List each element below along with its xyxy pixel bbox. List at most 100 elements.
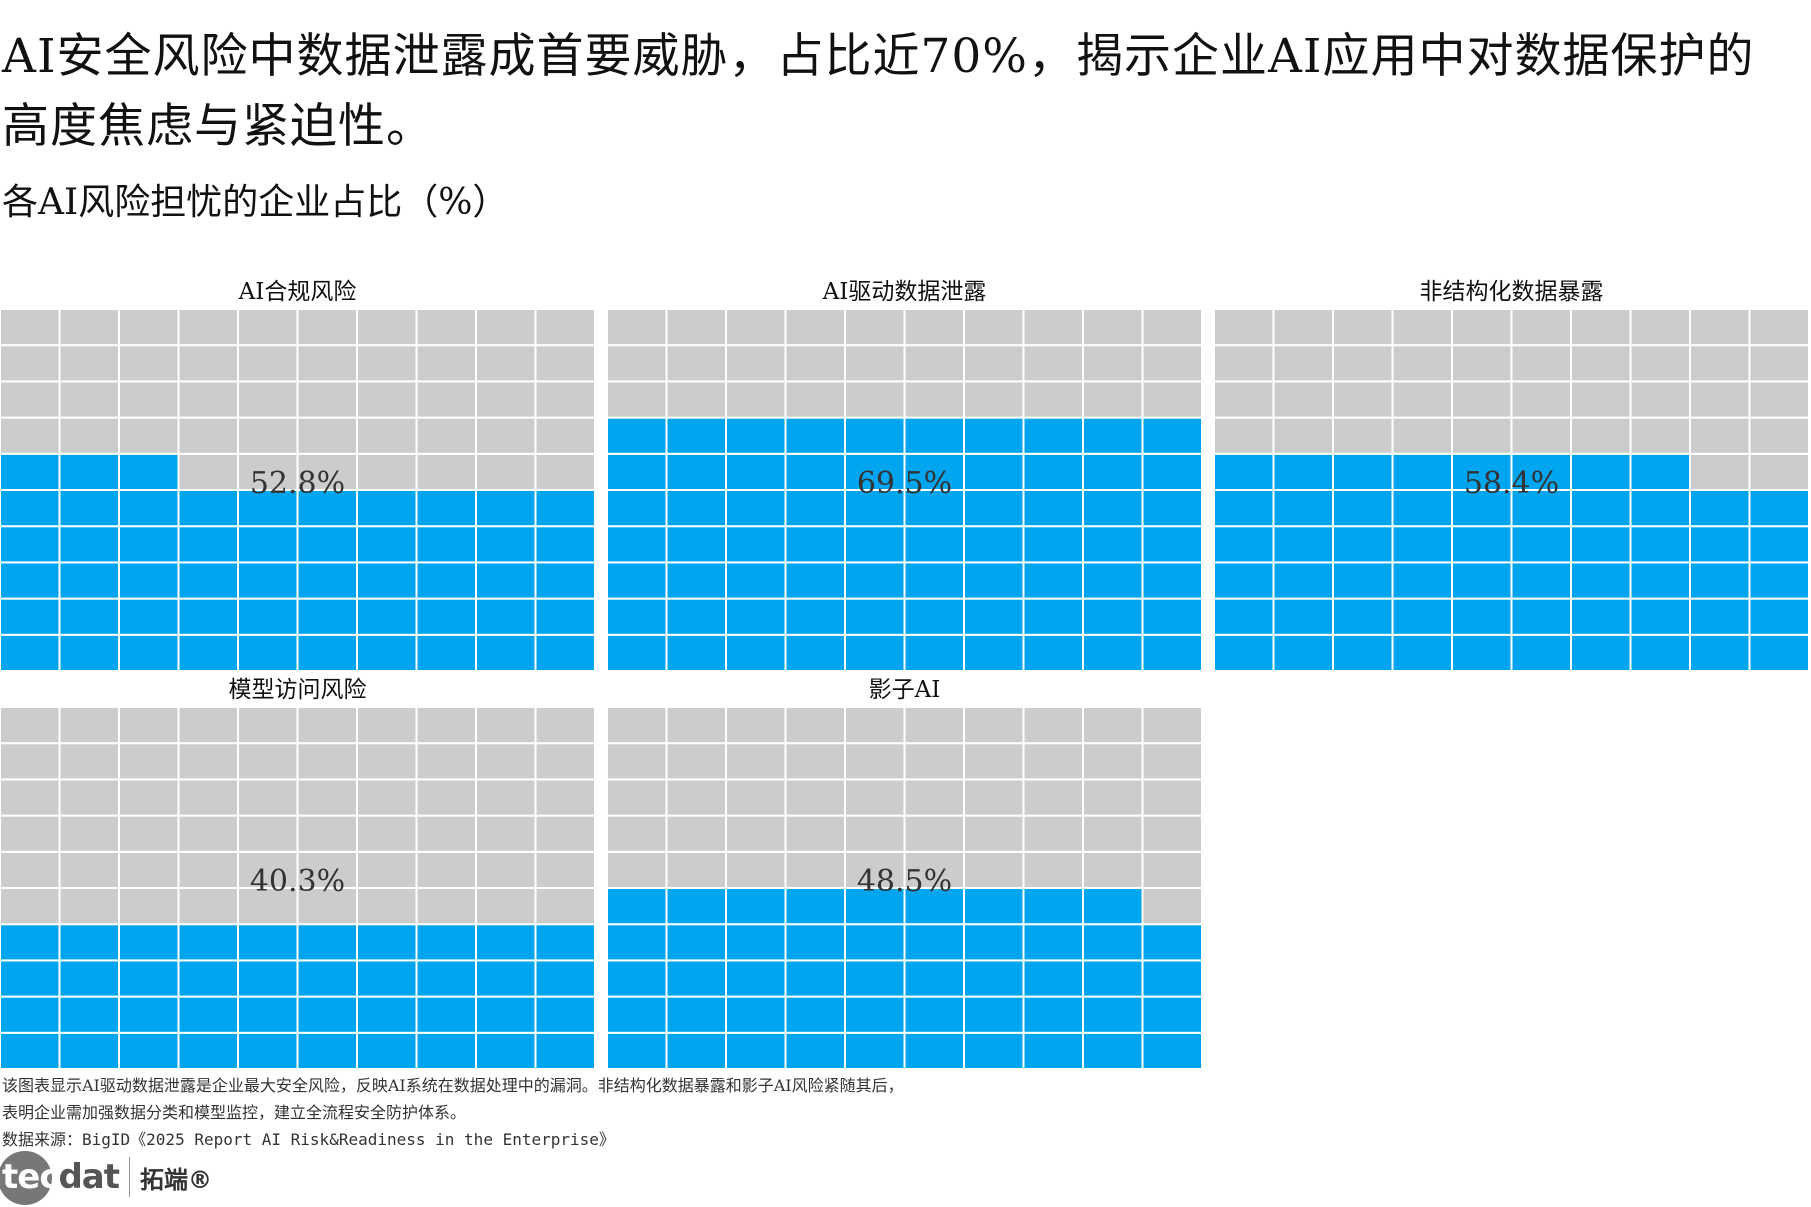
waffle-cell-filled [725, 489, 787, 528]
waffle-cell-empty [1141, 742, 1202, 781]
waffle-cell-empty [844, 344, 906, 383]
waffle-cell-empty [1141, 887, 1202, 926]
waffle-cell-empty [1510, 309, 1572, 347]
waffle-cell-empty [475, 452, 537, 492]
waffle-cell-filled [58, 959, 120, 998]
panel-title: AI合规风险 [238, 279, 357, 305]
waffle-cell-empty [903, 707, 965, 745]
waffle-cell-empty [665, 814, 727, 853]
note-line-2: 表明企业需加强数据分类和模型监控，建立全流程安全防护体系。 [2, 1103, 467, 1122]
waffle-cell-filled [1082, 489, 1144, 528]
waffle-cell-empty [725, 707, 787, 745]
waffle-cell-filled [1748, 633, 1809, 671]
waffle-cell-empty [665, 742, 727, 781]
waffle-cell-empty [784, 707, 846, 745]
waffle-cell-empty [177, 850, 239, 890]
waffle-cell-empty [1022, 742, 1084, 781]
waffle-cell-empty [1022, 380, 1084, 419]
waffle-cell-filled [0, 633, 61, 671]
waffle-cell-empty [118, 742, 180, 781]
waffle-cell-empty [963, 344, 1025, 383]
waffle-cell-empty [607, 742, 668, 781]
waffle-cell-empty [844, 707, 906, 745]
waffle-cell-filled [1022, 525, 1084, 564]
waffle-cell-empty [356, 452, 418, 492]
waffle-cell-empty [58, 887, 120, 926]
waffle-cell-filled [903, 597, 965, 636]
waffle-cell-empty [607, 850, 668, 890]
waffle-cell-filled [963, 1031, 1025, 1069]
waffle-cell-empty [1272, 380, 1334, 419]
waffle-cell-filled [1332, 452, 1394, 492]
waffle-cell-empty [534, 452, 595, 492]
waffle-cell-empty [58, 344, 120, 383]
waffle-cell-empty [415, 742, 477, 781]
waffle-cell-filled [1082, 1031, 1144, 1069]
waffle-cell-filled [1332, 633, 1394, 671]
waffle-cell-filled [296, 525, 358, 564]
waffle-panel: 模型访问风险 40.3% [0, 675, 595, 1069]
waffle-cell-filled [903, 489, 965, 528]
waffle-cell-empty [1332, 309, 1394, 347]
note-line-1: 该图表显示AI驱动数据泄露是企业最大安全风险，反映AI系统在数据处理中的漏洞。非… [2, 1076, 904, 1095]
waffle-cell-empty [177, 309, 239, 347]
waffle-cell-empty [1570, 309, 1632, 347]
waffle-cell-empty [725, 778, 787, 817]
waffle-cell-empty [177, 707, 239, 745]
waffle-cell-empty [725, 344, 787, 383]
waffle-cell-empty [237, 778, 299, 817]
waffle-cell-filled [475, 959, 537, 998]
waffle-cell-empty [118, 814, 180, 853]
headline: AI安全风险中数据泄露成首要威胁，占比近70%，揭示企业AI应用中对数据保护的高… [2, 29, 1755, 154]
waffle-cell-empty [296, 814, 358, 853]
waffle-cell-empty [1141, 778, 1202, 817]
waffle-cell-filled [296, 1031, 358, 1069]
waffle-cell-filled [903, 525, 965, 564]
waffle-cell-filled [1570, 489, 1632, 528]
waffle-cell-filled [534, 633, 595, 671]
waffle-cell-filled [1272, 561, 1334, 600]
waffle-cell-filled [844, 597, 906, 636]
waffle-cell-filled [118, 489, 180, 528]
waffle-cell-filled [296, 995, 358, 1034]
waffle-cell-filled [607, 633, 668, 671]
waffle-cell-empty [356, 742, 418, 781]
waffle-cell-empty [0, 850, 61, 890]
waffle-cell-filled [534, 995, 595, 1034]
waffle-cell-filled [903, 1031, 965, 1069]
waffle-cell-filled [1141, 959, 1202, 998]
waffle-cell-filled [534, 489, 595, 528]
waffle-cell-filled [1629, 452, 1691, 492]
waffle-cell-empty [1391, 344, 1453, 383]
waffle-cell-filled [1141, 525, 1202, 564]
waffle-cell-empty [963, 707, 1025, 745]
waffle-cell-filled [963, 633, 1025, 671]
waffle-cell-filled [415, 995, 477, 1034]
waffle-cell-empty [118, 344, 180, 383]
waffle-cell-filled [665, 597, 727, 636]
waffle-cell-filled [1570, 597, 1632, 636]
waffle-cell-filled [237, 923, 299, 962]
waffle-cell-filled [177, 525, 239, 564]
waffle-cell-empty [607, 814, 668, 853]
waffle-cell-empty [1689, 416, 1751, 455]
waffle-cell-empty [607, 380, 668, 419]
waffle-cell-empty [1141, 814, 1202, 853]
waffle-grid: 48.5% [607, 707, 1202, 1069]
waffle-cell-empty [1570, 416, 1632, 455]
waffle-cell-empty [296, 887, 358, 926]
waffle-cell-filled [1748, 561, 1809, 600]
waffle-cell-filled [58, 633, 120, 671]
waffle-cell-filled [0, 452, 61, 492]
waffle-cell-empty [1510, 344, 1572, 383]
waffle-cell-filled [1022, 923, 1084, 962]
waffle-cell-filled [1141, 597, 1202, 636]
waffle-cell-filled [58, 561, 120, 600]
waffle-cell-empty [1272, 309, 1334, 347]
waffle-cell-empty [1570, 344, 1632, 383]
waffle-cell-empty [1082, 309, 1144, 347]
waffle-cell-empty [963, 742, 1025, 781]
waffle-cell-empty [1214, 344, 1275, 383]
waffle-cell-filled [607, 525, 668, 564]
waffle-cell-filled [607, 959, 668, 998]
